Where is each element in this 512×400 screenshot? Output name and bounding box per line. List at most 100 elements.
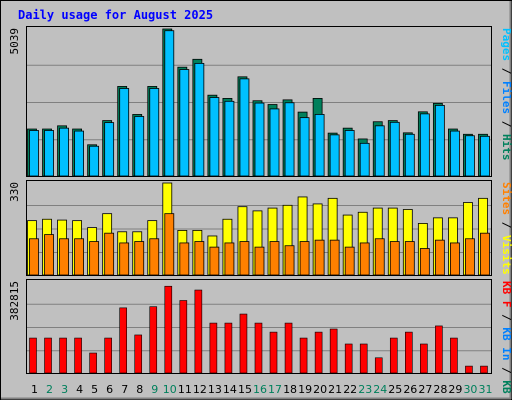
bar-kbytes: [119, 307, 127, 374]
x-tick-label: 19: [298, 383, 312, 396]
x-tick-label: 4: [76, 383, 83, 396]
legend-entry: Visits: [500, 235, 512, 275]
bar-sites: [149, 238, 160, 276]
bar-sites: [419, 248, 430, 276]
y-max-label: 5039: [8, 28, 21, 55]
bar-kbytes: [420, 343, 428, 374]
bar-kbytes: [254, 322, 263, 374]
bar-sites: [404, 241, 415, 276]
bar-sites: [359, 242, 370, 276]
bar-files: [149, 88, 160, 177]
bar-files: [164, 30, 175, 177]
bar-kbytes: [74, 337, 82, 374]
bar-files: [404, 133, 415, 177]
bar-files: [104, 122, 115, 177]
x-tick-label: 16: [253, 383, 267, 396]
bar-sites: [480, 232, 490, 276]
y-max-label: 382815: [8, 281, 21, 321]
x-tick-label: 30: [463, 383, 477, 396]
bar-kbytes: [284, 322, 293, 374]
bar-kbytes: [209, 322, 218, 374]
x-tick-label: 22: [343, 383, 357, 396]
bar-files: [74, 130, 84, 177]
bar-sites: [254, 246, 265, 276]
x-tick-label: 29: [448, 383, 462, 396]
bar-sites: [299, 241, 310, 276]
x-tick-label: 13: [208, 383, 222, 396]
legend-separator: /: [500, 215, 512, 235]
bar-sites: [164, 213, 175, 276]
bar-files: [269, 108, 280, 177]
bar-files: [239, 78, 250, 177]
x-tick-label: 23: [358, 383, 372, 396]
bar-kbytes: [480, 365, 488, 374]
bar-files: [179, 69, 190, 177]
bar-sites: [434, 239, 445, 276]
y-max-label: 330: [8, 182, 21, 202]
x-tick-label: 21: [328, 383, 342, 396]
x-tick-label: 6: [106, 383, 113, 396]
bar-sites: [239, 241, 250, 276]
bar-files: [314, 114, 325, 177]
bar-sites: [89, 241, 100, 276]
bar-sites: [314, 239, 325, 276]
bar-files: [254, 102, 265, 177]
bar-files: [89, 145, 100, 177]
bar-files: [480, 135, 490, 177]
panel-border: [26, 26, 492, 177]
bar-files: [359, 142, 370, 177]
bar-sites: [179, 242, 190, 276]
panel-border: [26, 180, 492, 276]
bar-files: [389, 121, 400, 177]
bar-sites: [224, 242, 235, 276]
bar-kbytes: [344, 343, 353, 374]
x-tick-label: 2: [46, 383, 53, 396]
bar-kbytes: [269, 331, 278, 374]
x-tick-label: 14: [223, 383, 237, 396]
x-tick-label: 11: [178, 383, 192, 396]
bar-kbytes: [59, 337, 67, 374]
x-tick-label: 1: [31, 383, 38, 396]
bar-kbytes: [29, 337, 37, 374]
bar-kbytes: [465, 365, 473, 374]
bar-kbytes: [435, 325, 443, 374]
bar-sites: [269, 241, 280, 276]
bar-kbytes: [194, 289, 203, 374]
bar-kbytes: [405, 331, 413, 374]
bar-sites: [284, 245, 295, 276]
x-tick-label: 26: [403, 383, 417, 396]
legend-entry: KB In: [500, 327, 512, 360]
legend-entry: KB F: [500, 281, 512, 308]
bar-files: [209, 97, 220, 177]
bar-files: [434, 105, 445, 177]
bar-sites: [44, 234, 54, 276]
x-tick-label: 15: [238, 383, 252, 396]
bar-files: [465, 135, 475, 177]
bar-sites: [119, 242, 130, 276]
bar-files: [59, 127, 69, 177]
x-tick-label: 24: [373, 383, 387, 396]
bar-sites: [194, 241, 205, 276]
panel-border: [26, 279, 492, 374]
bar-files: [44, 130, 54, 177]
x-tick-label: 17: [268, 383, 282, 396]
bar-files: [119, 88, 130, 177]
bar-sites: [344, 246, 355, 276]
bar-sites: [134, 241, 145, 276]
x-tick-label: 27: [418, 383, 432, 396]
x-tick-label: 3: [61, 383, 68, 396]
panel-hits-files-pages: 5039 Pages / Files / Hits: [8, 26, 512, 177]
bar-files: [374, 125, 385, 177]
bar-files: [29, 130, 39, 177]
legend-entry: KB Out: [500, 380, 512, 400]
bar-files: [194, 62, 205, 177]
bar-kbytes: [374, 357, 383, 374]
bar-kbytes: [89, 352, 97, 374]
bar-sites: [59, 238, 69, 276]
bar-sites: [389, 241, 400, 276]
bar-files: [284, 102, 295, 177]
bar-kbytes: [329, 328, 338, 374]
x-tick-label: 25: [388, 383, 402, 396]
